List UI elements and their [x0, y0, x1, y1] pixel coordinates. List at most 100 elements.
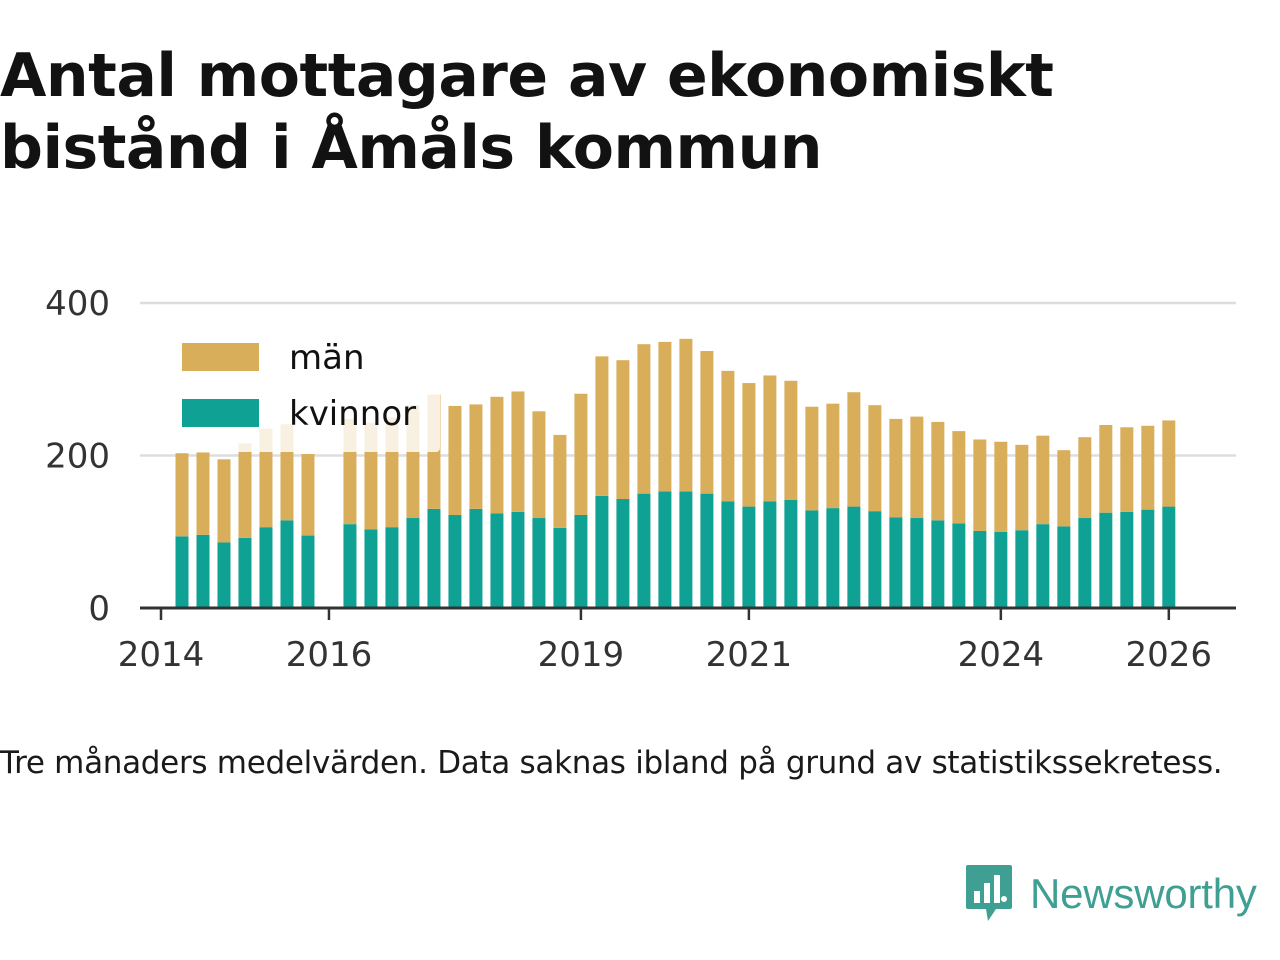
bar-kvinnor [1099, 513, 1112, 608]
legend: män kvinnor [168, 332, 440, 452]
bar-man [763, 375, 776, 501]
bar-man [616, 360, 629, 499]
bar-man [637, 344, 650, 493]
bar-kvinnor [280, 520, 293, 608]
bar-kvinnor [364, 529, 377, 608]
y-tick-label: 200 [45, 437, 110, 477]
bar-man [700, 351, 713, 494]
bar-man [742, 383, 755, 507]
bar-kvinnor [1057, 526, 1070, 608]
bar-kvinnor [1141, 510, 1154, 608]
bar-man [1162, 420, 1175, 506]
bar-man [532, 411, 545, 518]
bar-man [1078, 437, 1091, 518]
bar-kvinnor [637, 494, 650, 608]
bar-kvinnor [616, 499, 629, 608]
bar-kvinnor [868, 511, 881, 608]
bar-kvinnor [175, 536, 188, 608]
bar-man [595, 356, 608, 496]
bar-kvinnor [574, 515, 587, 608]
bar-kvinnor [259, 527, 272, 608]
bar-man [1015, 445, 1028, 530]
bar-kvinnor [742, 507, 755, 608]
bar-man [847, 392, 860, 506]
bar-man [574, 394, 587, 515]
x-tick-label: 2024 [958, 635, 1045, 675]
bar-man [868, 405, 881, 511]
bar-kvinnor [301, 536, 314, 608]
bar-kvinnor [889, 517, 902, 608]
bar-man [175, 453, 188, 536]
brand: Newsworthy [964, 862, 1257, 926]
bar-kvinnor [973, 531, 986, 608]
legend-label: män [289, 338, 365, 378]
bar-kvinnor [1162, 507, 1175, 608]
bar-man [805, 407, 818, 511]
bar-man [217, 459, 230, 542]
bar-man [490, 397, 503, 514]
bar-kvinnor [952, 523, 965, 608]
brand-name: Newsworthy [1030, 870, 1257, 918]
bar-man [196, 452, 209, 534]
bar-kvinnor [427, 509, 440, 608]
newsworthy-logo-icon [964, 863, 1014, 925]
bar-kvinnor [826, 508, 839, 608]
bar-kvinnor [595, 496, 608, 608]
bar-man [994, 442, 1007, 532]
bar-kvinnor [1078, 518, 1091, 608]
bar-kvinnor [1015, 530, 1028, 608]
bar-man [1141, 426, 1154, 510]
bar-kvinnor [511, 512, 524, 608]
bar-man [973, 439, 986, 531]
bar-kvinnor [490, 513, 503, 608]
bar-man [1057, 450, 1070, 526]
bar-kvinnor [196, 535, 209, 608]
legend-swatch [182, 399, 259, 427]
bar-kvinnor [343, 524, 356, 608]
bar-kvinnor [910, 518, 923, 608]
bar-man [1036, 436, 1049, 524]
bar-kvinnor [385, 527, 398, 608]
bar-kvinnor [784, 500, 797, 608]
bar-kvinnor [763, 501, 776, 608]
bar-man [469, 404, 482, 508]
x-tick-label: 2019 [538, 635, 625, 675]
bar-kvinnor [1120, 512, 1133, 608]
bar-kvinnor [448, 515, 461, 608]
bar-man [658, 342, 671, 491]
x-tick-label: 2014 [118, 635, 205, 675]
bar-kvinnor [805, 510, 818, 608]
bar-man [952, 431, 965, 523]
bar-kvinnor [532, 518, 545, 608]
bar-man [889, 419, 902, 517]
bar-man [784, 381, 797, 500]
bar-kvinnor [679, 491, 692, 608]
chart-caption: Tre månaders medelvärden. Data saknas ib… [0, 745, 1280, 781]
bar-man [910, 417, 923, 518]
bar-kvinnor [847, 507, 860, 608]
x-tick-label: 2026 [1126, 635, 1213, 675]
bar-kvinnor [1036, 524, 1049, 608]
x-tick-label: 2016 [286, 635, 373, 675]
bar-man [553, 435, 566, 528]
bar-man [1099, 425, 1112, 513]
bar-kvinnor [721, 501, 734, 608]
bar-kvinnor [658, 491, 671, 608]
bar-man [511, 391, 524, 511]
bar-man [1120, 427, 1133, 512]
legend-swatch [182, 343, 259, 371]
bar-kvinnor [931, 520, 944, 608]
bar-man [679, 339, 692, 492]
bar-man [826, 404, 839, 508]
bar-kvinnor [217, 542, 230, 608]
x-tick-label: 2021 [706, 635, 793, 675]
bar-man [721, 371, 734, 501]
chart: män kvinnor 0 200 400 2014 2016 2019 2021 2024 20… [0, 270, 1280, 690]
legend-label: kvinnor [289, 394, 416, 434]
bar-kvinnor [238, 538, 251, 608]
bar-kvinnor [700, 494, 713, 608]
bar-kvinnor [406, 518, 419, 608]
bar-man [238, 443, 251, 538]
bar-kvinnor [553, 528, 566, 608]
bar-man [448, 406, 461, 515]
